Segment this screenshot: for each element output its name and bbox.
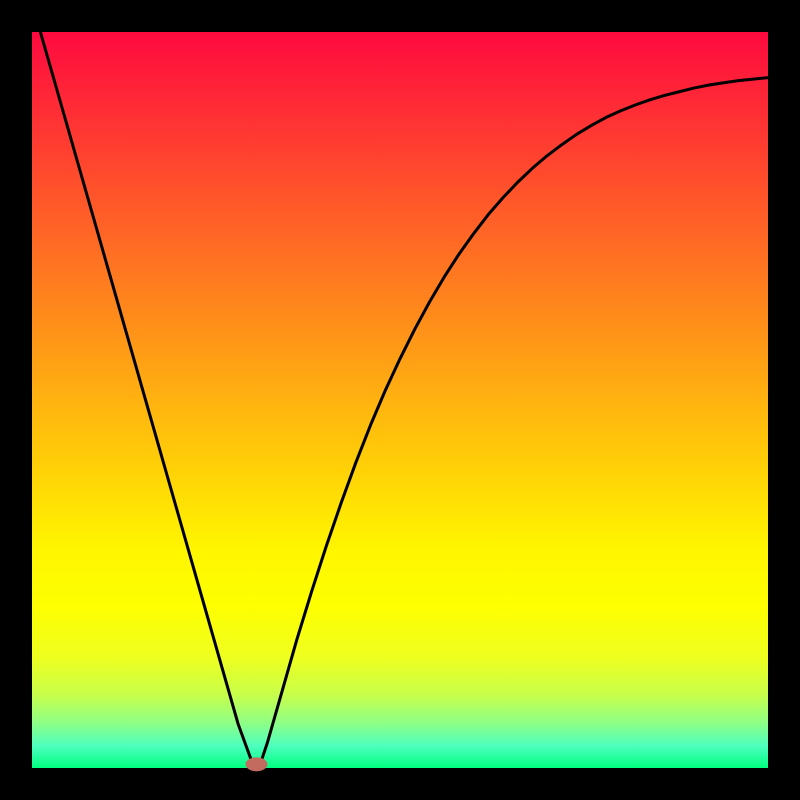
chart-gradient-bg	[32, 32, 768, 768]
bottleneck-chart	[0, 0, 800, 800]
chart-container: TheBottleneck.com	[0, 0, 800, 800]
optimal-point-marker	[245, 757, 267, 771]
